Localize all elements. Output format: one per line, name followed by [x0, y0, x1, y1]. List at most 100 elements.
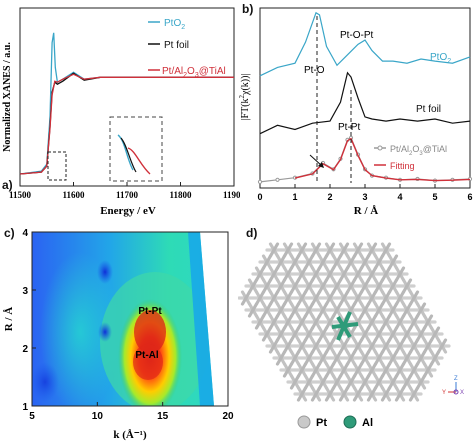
bond: [296, 314, 308, 330]
bond: [282, 266, 294, 282]
bond: [289, 326, 301, 342]
bond: [394, 314, 406, 330]
panel-label-d: d): [246, 226, 258, 240]
zoom-box: [47, 151, 67, 181]
bond: [415, 326, 427, 342]
bond: [317, 350, 329, 366]
axis-ticks: 5 10 15 20 1 2 3 4: [22, 228, 234, 422]
bond: [436, 338, 448, 354]
x-tick-label: 10: [92, 411, 104, 422]
bond: [324, 362, 336, 378]
bond: [366, 290, 378, 306]
bond: [268, 266, 280, 282]
x-tick-label: 5: [29, 411, 35, 422]
bond: [331, 302, 343, 318]
bond: [373, 350, 385, 366]
bond: [303, 326, 315, 342]
x-axis-label: k (Å⁻¹): [113, 429, 147, 441]
annotation-pt-o: Pt-O: [304, 65, 325, 76]
bond: [310, 290, 322, 306]
annotation-pt-pt: Pt-Pt: [138, 306, 162, 317]
bond: [296, 386, 308, 402]
bond: [331, 278, 343, 294]
bond: [380, 362, 392, 378]
bond: [303, 350, 315, 366]
al-legend-sphere: [343, 415, 357, 429]
bond: [359, 302, 371, 318]
bond: [352, 290, 364, 306]
bond: [261, 302, 273, 318]
series-line: [259, 71, 471, 135]
bond: [415, 374, 427, 390]
panel-label-c: c): [4, 226, 15, 240]
bond: [408, 362, 420, 378]
bond: [268, 242, 280, 258]
axis-triad: Z Y X: [442, 376, 464, 396]
bond: [338, 338, 350, 354]
bond: [345, 278, 357, 294]
x-ticks: 11500 11600 11700 11800 11900: [9, 182, 245, 200]
bond: [303, 254, 315, 270]
bond: [324, 314, 336, 330]
svg-text:Y: Y: [442, 390, 446, 396]
series-line: [19, 73, 234, 175]
bond: [338, 242, 350, 258]
x-tick-label: 1: [292, 192, 297, 202]
bond: [394, 266, 406, 282]
bond: [387, 278, 399, 294]
bond: [394, 362, 406, 378]
bond: [380, 290, 392, 306]
bond: [366, 266, 378, 282]
bond: [401, 302, 413, 318]
bond: [380, 266, 392, 282]
bond: [331, 350, 343, 366]
panel-d: Z Y X Pt Al d): [237, 222, 474, 443]
x-tick-label: 11500: [9, 190, 32, 200]
legend: Pt Al: [297, 415, 373, 429]
bond: [275, 254, 287, 270]
x-tick-label: 6: [467, 192, 472, 202]
bond: [324, 242, 336, 258]
bond: [247, 302, 259, 318]
svg-text:X: X: [460, 390, 464, 396]
bond: [275, 350, 287, 366]
y-axis-label: Normalized XANES / a.u.: [2, 42, 13, 152]
y-axis-label: R / Å: [3, 307, 15, 332]
bond: [380, 386, 392, 402]
bond: [338, 290, 350, 306]
bond: [310, 338, 322, 354]
xanes-series: [19, 32, 234, 175]
annotation-pt-pt: Pt-Pt: [338, 122, 360, 133]
bond: [338, 386, 350, 402]
bond: [282, 290, 294, 306]
arrow-head: [318, 162, 324, 168]
bond: [366, 242, 378, 258]
bond: [373, 374, 385, 390]
bond: [331, 374, 343, 390]
bond: [317, 254, 329, 270]
x-tick-label: 0: [257, 192, 262, 202]
bond: [296, 266, 308, 282]
svg-text:Z: Z: [454, 376, 458, 382]
ft-series: [257, 11, 473, 184]
bond: [275, 302, 287, 318]
bond: [359, 326, 371, 342]
bond: [317, 374, 329, 390]
bond: [415, 350, 427, 366]
bond: [408, 290, 420, 306]
bond: [352, 266, 364, 282]
bond: [387, 302, 399, 318]
series-line: [294, 137, 471, 182]
bond: [422, 314, 434, 330]
legend-sample: Pt/Al2O3@TiAl: [162, 66, 226, 79]
bond: [401, 350, 413, 366]
bond: [261, 254, 273, 270]
bond: [401, 278, 413, 294]
panel-label-a: a): [2, 178, 13, 192]
al-site: [331, 311, 359, 341]
x-tick-label: 20: [222, 411, 234, 422]
bond: [380, 242, 392, 258]
bond: [254, 266, 266, 282]
legend-pt-foil: Pt foil: [164, 40, 189, 51]
